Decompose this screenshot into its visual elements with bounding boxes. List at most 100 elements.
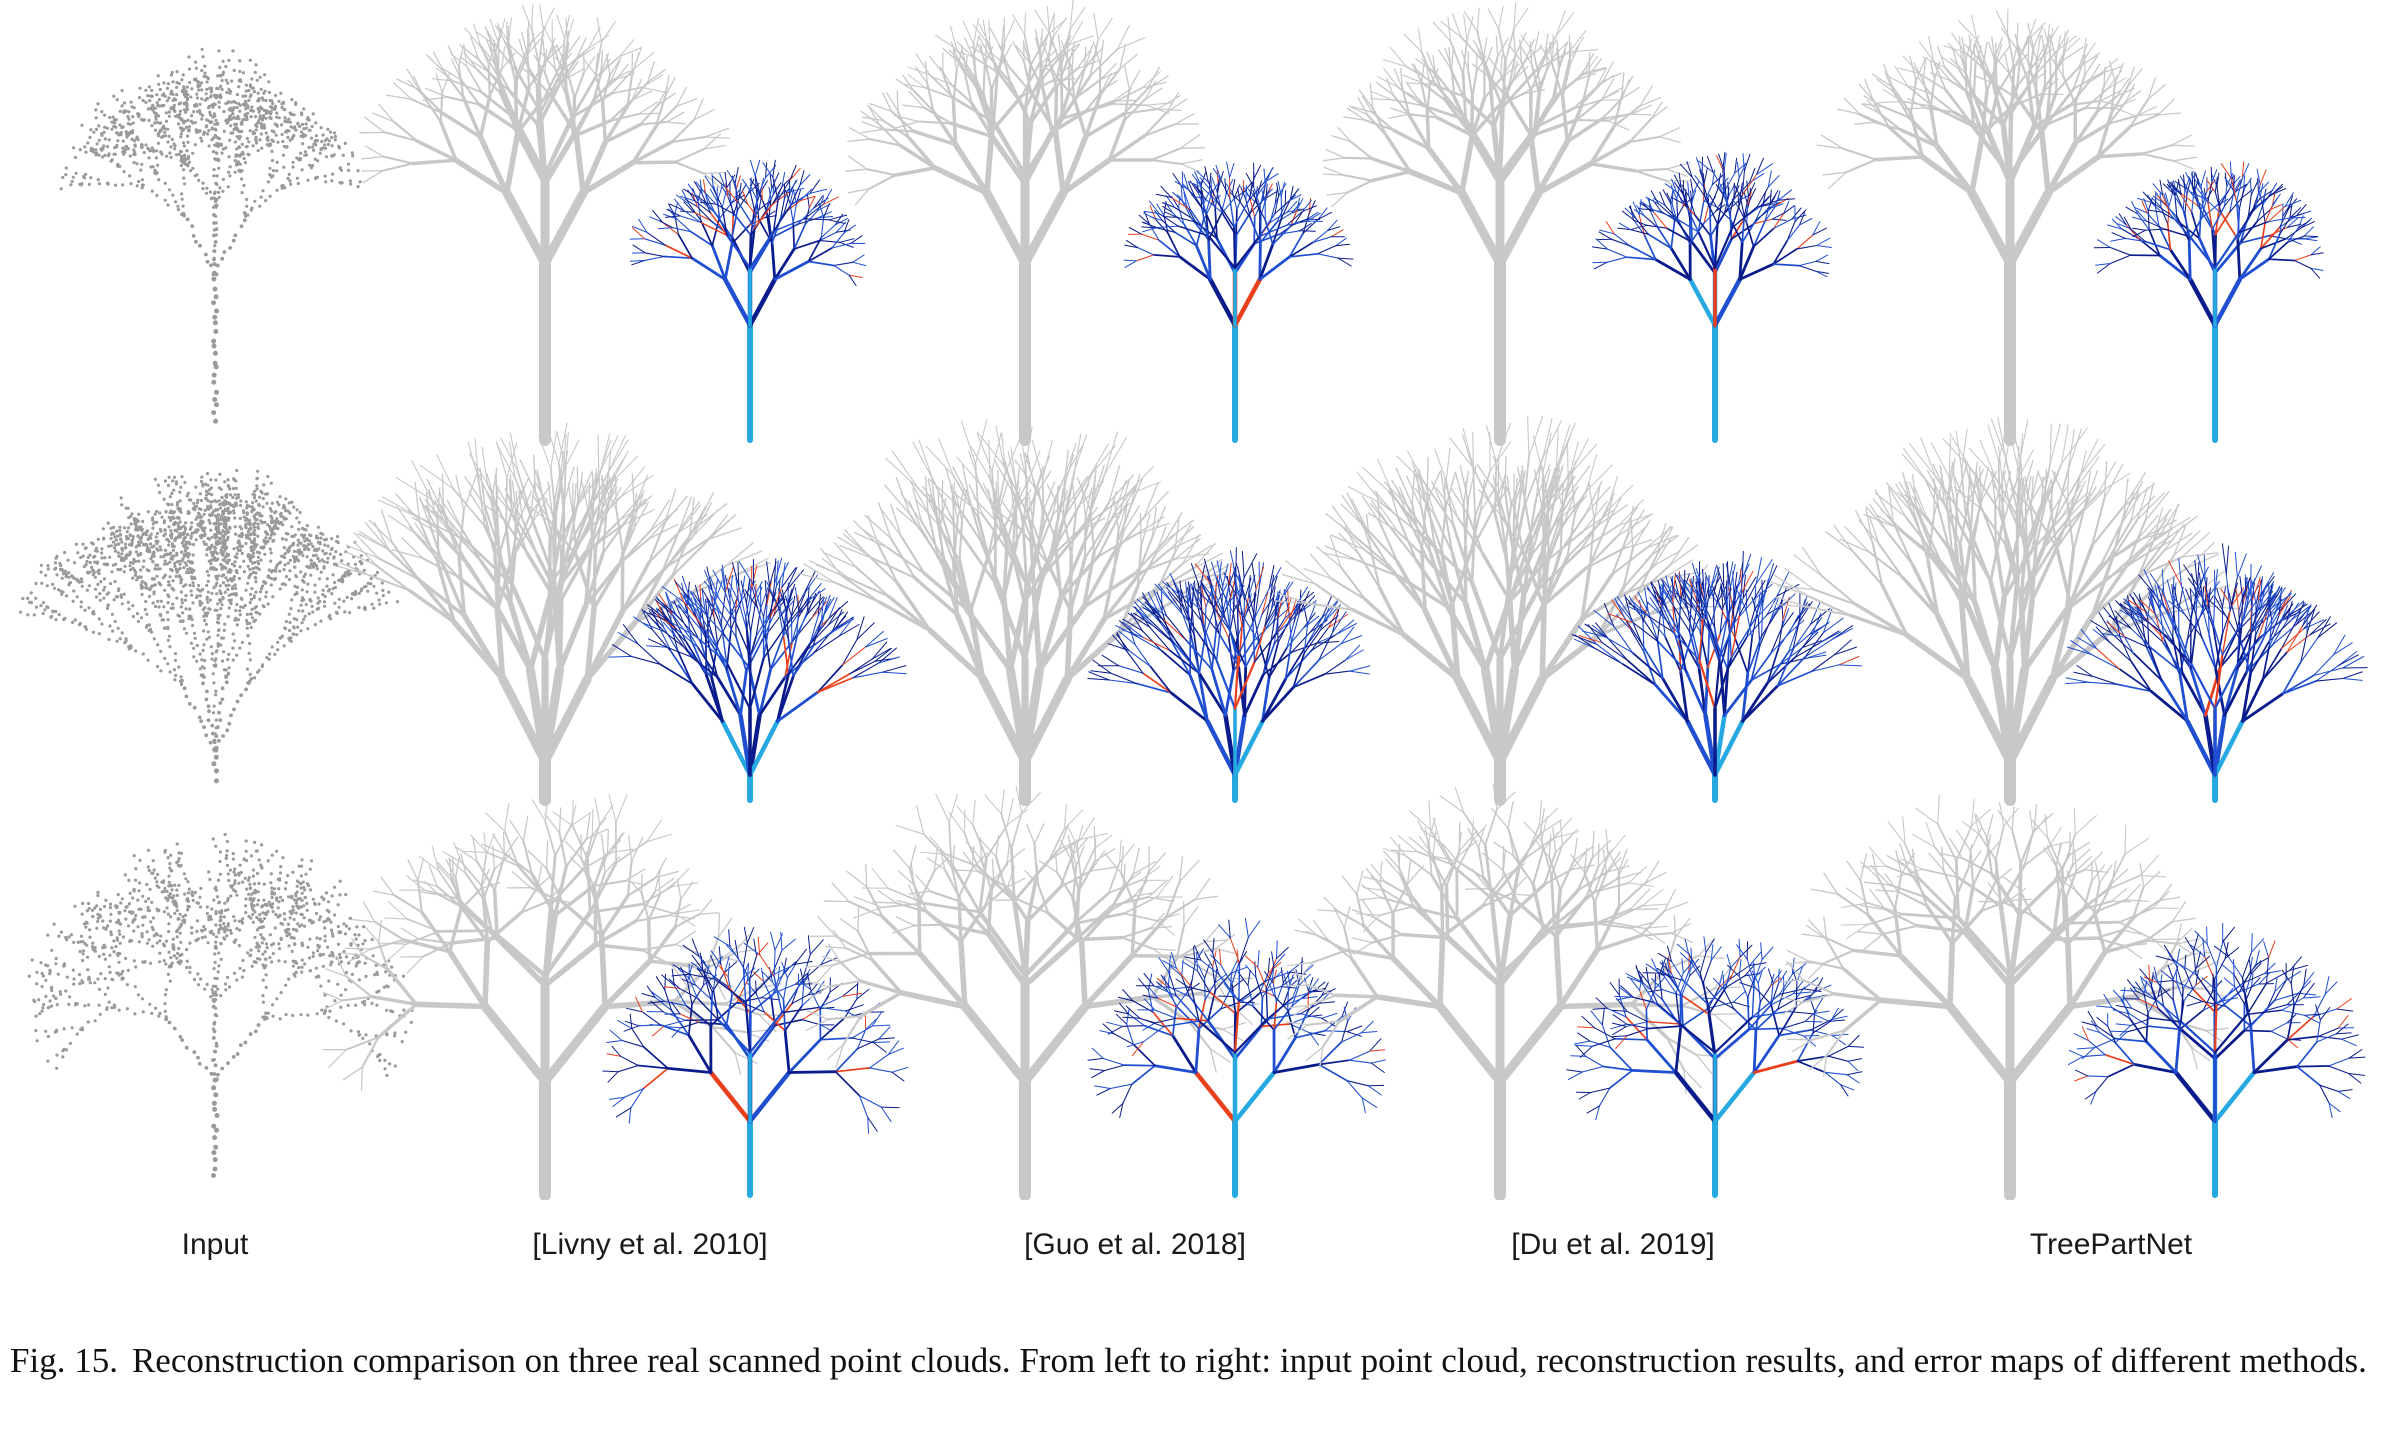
- branch: [742, 190, 749, 205]
- point: [254, 115, 258, 119]
- branch: [949, 121, 994, 139]
- branch: [757, 218, 773, 244]
- point: [297, 552, 302, 556]
- point: [107, 152, 111, 156]
- point: [117, 587, 121, 591]
- point: [313, 157, 317, 161]
- branch: [1584, 67, 1606, 74]
- branch: [1466, 16, 1474, 42]
- point: [148, 542, 153, 546]
- point: [102, 144, 106, 148]
- branch: [1403, 33, 1423, 53]
- branch: [654, 95, 667, 128]
- branch: [2032, 25, 2044, 49]
- point: [246, 152, 250, 156]
- point: [220, 78, 224, 83]
- branch: [1488, 82, 1496, 128]
- point: [341, 153, 345, 157]
- point: [221, 70, 226, 74]
- branch: [1499, 73, 1512, 102]
- point: [231, 646, 235, 650]
- point: [178, 112, 182, 116]
- branch: [1628, 118, 1652, 144]
- point: [260, 146, 264, 150]
- branch: [670, 136, 706, 143]
- branch: [2229, 197, 2243, 213]
- point: [202, 666, 206, 670]
- point: [156, 74, 160, 78]
- point: [286, 176, 290, 180]
- branch: [1046, 6, 1050, 34]
- branch: [2142, 191, 2154, 204]
- branch: [1716, 197, 1735, 225]
- point: [183, 549, 187, 553]
- branch: [1276, 212, 1293, 223]
- branch: [861, 116, 884, 122]
- point: [183, 598, 188, 602]
- point: [331, 573, 335, 577]
- branch: [1421, 81, 1448, 103]
- branch: [833, 261, 854, 267]
- point: [26, 596, 30, 601]
- point: [183, 162, 187, 166]
- branch: [848, 274, 857, 287]
- branch: [2238, 206, 2257, 234]
- point: [309, 542, 313, 546]
- branch: [1650, 190, 1659, 205]
- point: [214, 567, 218, 572]
- branch: [764, 215, 777, 219]
- point: [187, 55, 191, 59]
- point: [303, 153, 307, 157]
- branch: [1928, 104, 1939, 148]
- point: [215, 203, 219, 207]
- branch: [1205, 212, 1218, 240]
- point: [316, 159, 320, 163]
- point: [258, 114, 262, 118]
- point: [203, 71, 207, 75]
- point: [308, 163, 312, 167]
- branch: [1675, 191, 1688, 208]
- point: [198, 594, 202, 598]
- branch: [1568, 29, 1587, 53]
- point: [154, 567, 158, 571]
- branch: [700, 201, 717, 205]
- point: [205, 75, 209, 79]
- point: [206, 579, 210, 583]
- point: [122, 152, 126, 156]
- branch: [902, 104, 926, 109]
- branch: [541, 24, 553, 45]
- point: [197, 715, 202, 720]
- branch: [1676, 220, 1693, 244]
- branch: [1258, 255, 1291, 281]
- point: [202, 629, 206, 633]
- point: [111, 629, 115, 633]
- point: [119, 567, 123, 572]
- point: [270, 129, 274, 133]
- point: [140, 580, 144, 584]
- branch: [1957, 20, 1978, 41]
- branch: [1894, 66, 1909, 87]
- branch: [1200, 185, 1202, 209]
- branch: [1093, 12, 1099, 41]
- branch: [446, 95, 481, 106]
- point: [79, 605, 83, 609]
- point: [281, 554, 285, 558]
- point: [248, 658, 252, 662]
- point: [273, 577, 277, 582]
- point: [97, 138, 101, 142]
- point: [116, 551, 120, 555]
- branch: [953, 49, 974, 58]
- branch: [1767, 170, 1772, 188]
- branch: [474, 55, 490, 73]
- branch: [2136, 210, 2147, 222]
- branch: [2121, 228, 2140, 240]
- point: [63, 550, 67, 555]
- branch: [2288, 212, 2305, 219]
- point: [195, 501, 200, 505]
- point: [131, 566, 135, 570]
- branch: [1733, 182, 1750, 200]
- point: [149, 94, 153, 98]
- branch: [809, 188, 827, 194]
- point: [124, 637, 128, 641]
- point: [307, 128, 311, 132]
